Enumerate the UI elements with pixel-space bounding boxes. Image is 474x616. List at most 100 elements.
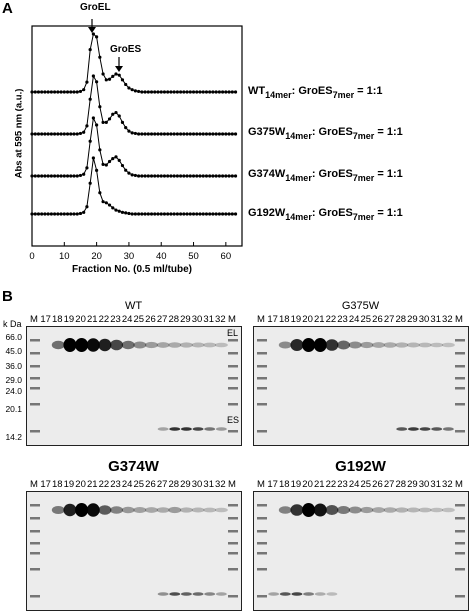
trace-point bbox=[149, 132, 154, 136]
lane-number: 23 bbox=[337, 314, 348, 325]
trace-point bbox=[198, 132, 202, 136]
trace-point bbox=[217, 90, 221, 94]
trace-point bbox=[172, 174, 176, 178]
trace-point bbox=[95, 123, 99, 127]
trace-point bbox=[230, 132, 234, 136]
mw-marker: 29.0 bbox=[5, 375, 22, 385]
lane-number: 27 bbox=[383, 479, 395, 490]
trace-point bbox=[75, 174, 79, 178]
groes-band bbox=[180, 592, 192, 596]
lane-number: 22 bbox=[98, 479, 110, 490]
groel-band bbox=[98, 505, 112, 515]
trace-point bbox=[114, 72, 118, 76]
lane-number: 19 bbox=[63, 479, 75, 490]
trace-point bbox=[49, 212, 53, 216]
trace-point bbox=[59, 90, 63, 94]
trace-point bbox=[30, 212, 34, 216]
kda-units-label: k Da bbox=[3, 319, 22, 329]
trace-point bbox=[149, 212, 154, 216]
trace-point bbox=[153, 212, 157, 216]
lane-number: 26 bbox=[145, 314, 156, 325]
trace-point bbox=[224, 174, 228, 178]
gel-title-wt: WT bbox=[124, 300, 143, 312]
marker-band bbox=[257, 377, 267, 380]
lane-number: 25 bbox=[360, 479, 372, 490]
lane-number: 18 bbox=[278, 314, 290, 325]
mw-marker: 20.1 bbox=[5, 404, 22, 414]
trace-point bbox=[146, 132, 150, 136]
gel-title-g375w: G375W bbox=[341, 300, 380, 312]
lane-number: 24 bbox=[121, 479, 133, 490]
trace-point bbox=[56, 212, 60, 216]
trace-point bbox=[30, 132, 34, 136]
trace-point bbox=[104, 201, 108, 205]
groel-band bbox=[144, 507, 158, 513]
trace-point bbox=[101, 120, 105, 124]
marker-band bbox=[257, 542, 267, 545]
trace-point bbox=[114, 208, 118, 212]
trace-point bbox=[36, 212, 41, 216]
groes-band bbox=[326, 592, 338, 596]
lane-number: 17 bbox=[40, 479, 51, 490]
marker-band bbox=[257, 530, 267, 533]
marker-band bbox=[455, 387, 465, 390]
trace-point bbox=[208, 174, 212, 178]
groel-band bbox=[383, 342, 397, 348]
groes-band bbox=[204, 592, 216, 596]
trace-point bbox=[65, 90, 70, 94]
trace-point bbox=[195, 132, 199, 136]
lane-number: 18 bbox=[278, 479, 290, 490]
mw-marker: 66.0 bbox=[5, 332, 22, 342]
trace-point bbox=[111, 157, 115, 161]
trace-point bbox=[75, 132, 79, 136]
trace-point bbox=[159, 90, 163, 94]
trace-point bbox=[149, 174, 154, 178]
groel-band bbox=[75, 503, 89, 517]
trace-point bbox=[224, 212, 228, 216]
trace-point bbox=[56, 132, 60, 136]
groel-band bbox=[98, 338, 112, 352]
trace-point bbox=[59, 212, 63, 216]
trace-point bbox=[156, 174, 160, 178]
gel-image-g192w bbox=[253, 491, 469, 611]
lane-number: 25 bbox=[133, 479, 145, 490]
groel-band bbox=[191, 507, 205, 513]
trace-point bbox=[185, 212, 189, 216]
trace-point bbox=[49, 132, 53, 136]
marker-band bbox=[228, 339, 238, 342]
trace-point bbox=[101, 200, 105, 204]
trace-point bbox=[127, 86, 131, 90]
x-tick-label: 30 bbox=[124, 251, 135, 262]
mw-marker: 24.0 bbox=[5, 386, 22, 396]
groes-annotation: GroES bbox=[110, 44, 142, 55]
groel-band bbox=[156, 342, 170, 348]
trace-point bbox=[36, 90, 41, 94]
lane-number: 19 bbox=[63, 314, 75, 325]
lane-number: 19 bbox=[290, 479, 302, 490]
marker-band bbox=[228, 568, 238, 571]
groel-band bbox=[430, 507, 444, 513]
trace-point bbox=[98, 105, 102, 109]
groel-band bbox=[441, 507, 455, 513]
lane-number: 17 bbox=[40, 314, 51, 325]
trace-point bbox=[227, 132, 231, 136]
trace-point bbox=[78, 131, 83, 136]
trace-point bbox=[88, 48, 92, 52]
trace-point bbox=[221, 132, 225, 136]
trace-point bbox=[120, 78, 125, 82]
trace-point bbox=[127, 211, 131, 216]
trace-point bbox=[172, 90, 176, 94]
trace-point bbox=[201, 132, 205, 136]
trace-point bbox=[56, 90, 60, 94]
trace-point bbox=[72, 132, 76, 136]
trace-point bbox=[211, 132, 215, 136]
groel-band bbox=[348, 506, 362, 514]
gel-title-g374w: G374W bbox=[108, 458, 159, 475]
lane-number: M bbox=[30, 479, 38, 490]
groel-band bbox=[325, 339, 339, 351]
marker-band bbox=[228, 377, 238, 380]
lane-number: 27 bbox=[156, 479, 168, 490]
groel-band bbox=[371, 507, 385, 513]
marker-band bbox=[228, 504, 238, 507]
lane-number: M bbox=[257, 314, 265, 325]
